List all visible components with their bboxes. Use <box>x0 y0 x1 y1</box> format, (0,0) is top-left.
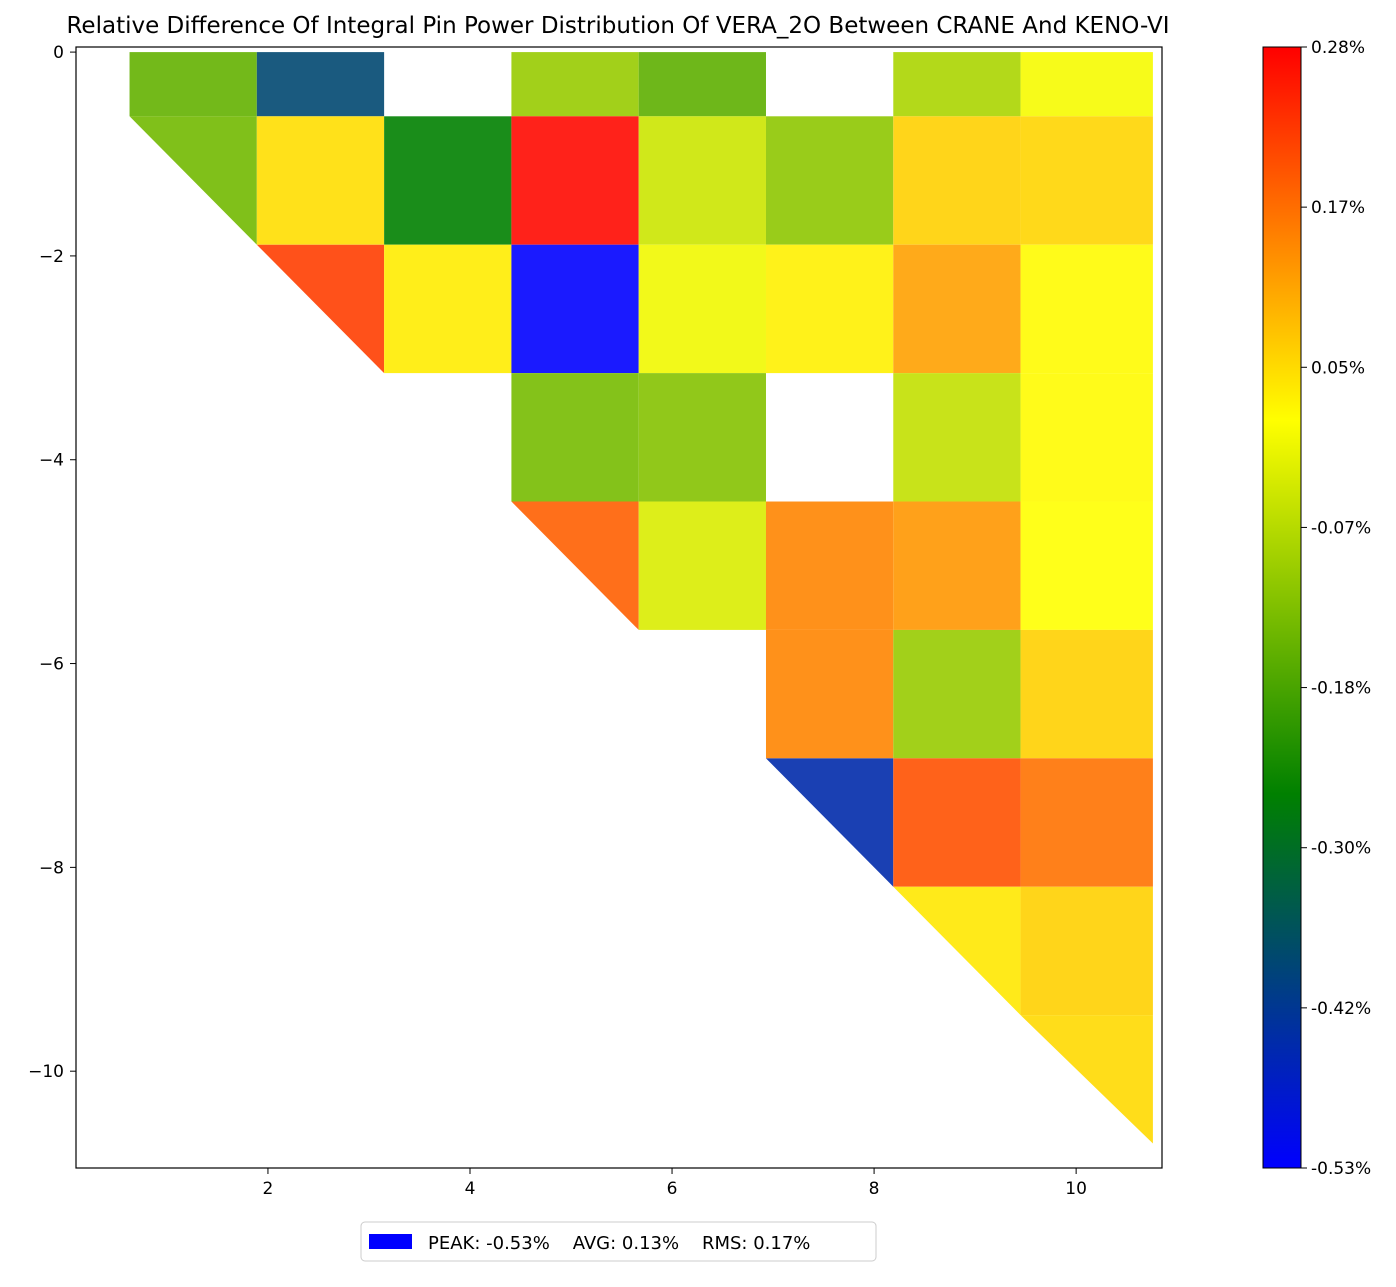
legend: PEAK: -0.53% AVG: 0.13% RMS: 0.17% <box>360 1221 877 1262</box>
heatmap-cell-r2-c5 <box>765 244 894 374</box>
x-tick-label: 6 <box>667 1179 678 1199</box>
x-axis: 2 4 6 8 10 <box>263 1168 1087 1199</box>
heatmap-cell-r4-c3 <box>511 501 639 630</box>
heatmap-cell-r5-c7 <box>1020 629 1153 759</box>
legend-swatch <box>369 1234 412 1249</box>
heatmap-cell-r4-c5 <box>765 501 894 630</box>
heatmap-cell-r0-c7 <box>1020 52 1153 117</box>
heatmap-cell-r0-c0 <box>129 52 257 117</box>
heatmap-cell-r5-c5 <box>765 629 894 759</box>
heatmap-cell-r1-c6 <box>893 116 1021 245</box>
y-tick-label: −10 <box>28 1062 64 1082</box>
y-tick-label: −4 <box>39 451 64 471</box>
x-tick-label: 2 <box>263 1179 274 1199</box>
heatmap-cell-r1-c5 <box>765 116 894 245</box>
heatmap-cell-r6-c5 <box>765 758 894 887</box>
legend-label: PEAK: -0.53% AVG: 0.13% RMS: 0.17% <box>428 1233 810 1254</box>
heatmap-cell-r1-c4 <box>638 116 766 245</box>
heatmap-cell-r0-c6 <box>893 52 1021 117</box>
colorbar-tick-label: 0.17% <box>1311 198 1365 218</box>
heatmap-cell-r1-c0 <box>129 116 257 245</box>
colorbar-tick-label: 0.05% <box>1311 358 1365 378</box>
heatmap-cell-r3-c3 <box>511 373 639 502</box>
heatmap-cell-r7-c6 <box>893 886 1021 1016</box>
heatmap-cell-r3-c6 <box>893 373 1021 502</box>
y-tick-label: −2 <box>39 247 64 267</box>
colorbar-tick-label: 0.28% <box>1311 38 1365 58</box>
x-tick-label: 4 <box>465 1179 476 1199</box>
legend-frame <box>360 1221 877 1262</box>
x-tick-label: 10 <box>1065 1179 1087 1199</box>
colorbar-tick-label: -0.18% <box>1311 679 1371 699</box>
heatmap-cell-r2-c6 <box>893 244 1021 374</box>
heatmap-cell-r2-c1 <box>256 244 385 374</box>
heatmap-cell-r2-c4 <box>638 244 766 374</box>
heatmap-cell-r3-c7 <box>1020 373 1153 502</box>
colorbar-tick-label: -0.07% <box>1311 518 1371 538</box>
heatmap-cell-r0-c4 <box>638 52 766 117</box>
heatmap-cell-r2-c3 <box>511 244 639 374</box>
heatmap-cell-r6-c7 <box>1020 758 1153 887</box>
heatmap-cell-r2-c7 <box>1020 244 1153 374</box>
heatmap-cell-r1-c2 <box>384 116 512 245</box>
y-tick-label: 0 <box>53 43 64 63</box>
heatmap-cell-r7-c7 <box>1020 886 1153 1016</box>
heatmap-cell-r0-c3 <box>511 52 639 117</box>
heatmap-cells <box>129 52 1153 1144</box>
heatmap-cell-r1-c7 <box>1020 116 1153 245</box>
heatmap-cell-r5-c6 <box>893 629 1021 759</box>
colorbar-ticks: 0.28% 0.17% 0.05% -0.07% -0.18% -0.30% -0.42% -… <box>1301 38 1371 1179</box>
chart-title: Relative Difference Of Integral Pin Powe… <box>66 13 1169 39</box>
heatmap-cell-r6-c6 <box>893 758 1021 887</box>
heatmap-cell-r3-c4 <box>638 373 766 502</box>
y-tick-label: −6 <box>39 655 64 675</box>
y-tick-label: −8 <box>39 858 64 878</box>
heatmap-cell-r1-c3 <box>511 116 639 245</box>
colorbar <box>1262 46 1302 1169</box>
heatmap-cell-r0-c1 <box>256 52 385 117</box>
heatmap-cell-r8-c7 <box>1020 1015 1153 1144</box>
colorbar-tick-label: -0.53% <box>1311 1159 1371 1179</box>
heatmap-cell-r1-c1 <box>256 116 385 245</box>
heatmap-cell-r4-c7 <box>1020 501 1153 630</box>
y-axis: 0 −2 −4 −6 −8 −10 <box>28 43 76 1082</box>
heatmap-cell-r4-c6 <box>893 501 1021 630</box>
plot-frame <box>75 46 1163 1169</box>
heatmap-cell-r2-c2 <box>384 244 512 374</box>
heatmap-cell-r4-c4 <box>638 501 766 630</box>
colorbar-tick-label: -0.42% <box>1311 999 1371 1019</box>
x-tick-label: 8 <box>869 1179 880 1199</box>
colorbar-tick-label: -0.30% <box>1311 839 1371 859</box>
